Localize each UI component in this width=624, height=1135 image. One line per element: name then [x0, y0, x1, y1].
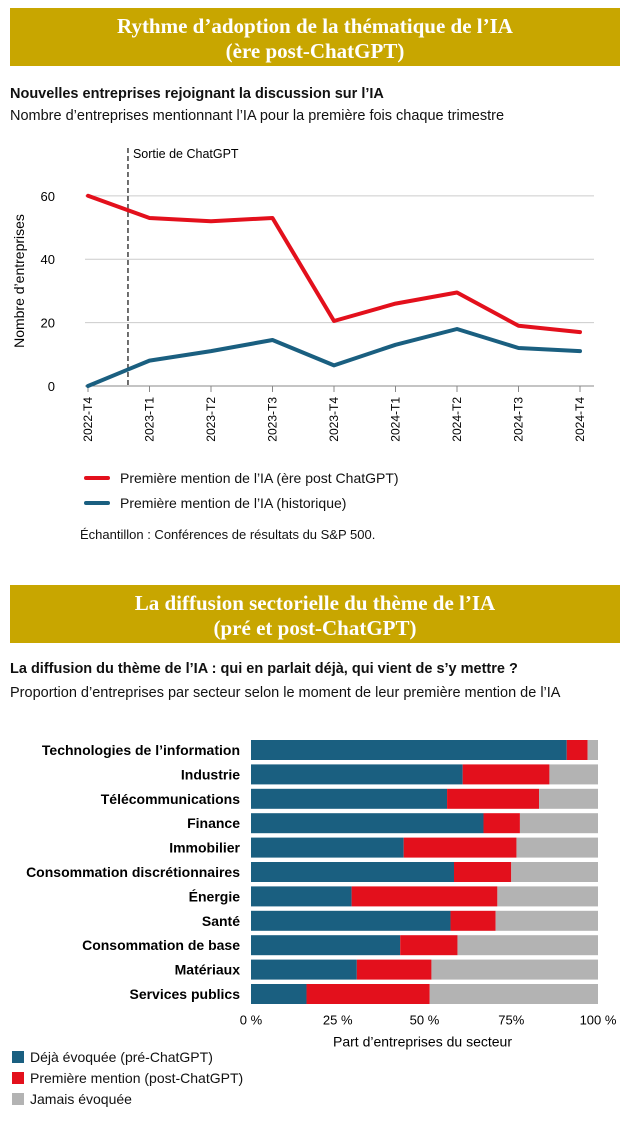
- bar-segment-3-0: [251, 813, 484, 834]
- bar-category-label-9: Matériaux: [175, 962, 241, 978]
- bar-category-label-3: Finance: [187, 815, 240, 831]
- x-tick-label-2023-T2: 2023-T2: [204, 397, 218, 442]
- bar-legend-swatch-0: [12, 1051, 24, 1063]
- series-line-0: [86, 193, 582, 335]
- bar-segment-9-2: [431, 959, 598, 980]
- x-tick-label-2024-T3: 2024-T3: [512, 397, 526, 442]
- bar-category-label-7: Santé: [202, 913, 240, 929]
- bar-segment-3-1: [483, 813, 520, 834]
- bar-segment-9-0: [251, 959, 357, 980]
- x-tick-label-2024-T4: 2024-T4: [573, 397, 587, 442]
- bar-x-tick-label-1: 25 %: [323, 1012, 353, 1027]
- x-tick-label-2023-T3: 2023-T3: [266, 397, 280, 442]
- x-tick-label-2023-T1: 2023-T1: [143, 397, 157, 442]
- section1-banner: Rythme d’adoption de la thématique de l’…: [10, 8, 620, 66]
- bar-category-label-8: Consommation de base: [82, 937, 240, 953]
- bar-segment-0-1: [566, 740, 588, 760]
- bar-segment-7-2: [495, 910, 598, 931]
- y-axis-label: Nombre d’entreprises: [11, 214, 27, 348]
- line-chart-subtitle: Nombre d’entreprises mentionnant l’IA po…: [10, 108, 505, 124]
- legend-swatch-blue: [84, 501, 110, 505]
- line-chart-title: Nouvelles entreprises rejoignant la disc…: [10, 86, 384, 102]
- bar-legend-label-0: Déjà évoquée (pré-ChatGPT): [30, 1049, 213, 1065]
- bar-segment-4-2: [516, 837, 598, 858]
- bar-legend-item-0: Déjà évoquée (pré-ChatGPT): [12, 1049, 213, 1065]
- legend-item-blue: Première mention de l’IA (historique): [84, 495, 346, 511]
- sample-note: Échantillon : Conférences de résultats d…: [80, 527, 376, 542]
- bar-category-label-10: Services publics: [129, 986, 240, 1002]
- bar-segment-10-1: [306, 984, 430, 1004]
- legend-label-red: Première mention de l’IA (ère post ChatG…: [120, 470, 399, 486]
- x-tick-label-2023-T4: 2023-T4: [327, 397, 341, 442]
- bar-x-tick-label-4: 100 %: [580, 1012, 617, 1027]
- bar-x-tick-label-0: 0 %: [240, 1012, 263, 1027]
- bar-segment-8-2: [457, 935, 598, 956]
- chatgpt-release-label: Sortie de ChatGPT: [133, 147, 239, 161]
- bar-x-axis-label: Part d’entreprises du secteur: [333, 1033, 512, 1049]
- bar-x-tick-label-2: 50 %: [410, 1012, 440, 1027]
- bar-segment-5-1: [453, 862, 512, 882]
- bar-legend-item-2: Jamais évoquée: [12, 1091, 132, 1107]
- y-tick-label-40: 40: [41, 252, 55, 267]
- bar-segment-0-0: [251, 740, 567, 760]
- legend-item-red: Première mention de l’IA (ère post ChatG…: [84, 470, 399, 486]
- bar-segment-2-2: [539, 788, 598, 809]
- y-tick-label-0: 0: [48, 379, 55, 394]
- bar-segment-7-0: [251, 910, 451, 931]
- bar-chart-title: La diffusion du thème de l’IA : qui en p…: [10, 661, 518, 677]
- bar-segment-3-2: [519, 813, 598, 834]
- bar-category-label-6: Énergie: [189, 888, 241, 904]
- x-tick-label-2024-T2: 2024-T2: [450, 397, 464, 442]
- y-tick-label-20: 20: [41, 316, 55, 331]
- bar-legend-swatch-1: [12, 1072, 24, 1084]
- bar-segment-2-0: [251, 788, 448, 809]
- bar-legend-label-2: Jamais évoquée: [30, 1091, 132, 1107]
- y-tick-label-60: 60: [41, 189, 55, 204]
- bar-segment-1-0: [251, 764, 463, 785]
- bar-category-label-1: Industrie: [181, 766, 240, 782]
- bar-category-label-0: Technologies de l’information: [42, 742, 240, 758]
- bar-segment-8-0: [251, 935, 401, 956]
- x-tick-label-2024-T1: 2024-T1: [389, 397, 403, 442]
- bar-segment-5-0: [251, 862, 454, 882]
- bar-category-label-4: Immobilier: [169, 840, 240, 856]
- legend-label-blue: Première mention de l’IA (historique): [120, 495, 347, 511]
- bar-segment-4-1: [403, 837, 517, 858]
- bar-segment-10-0: [251, 984, 307, 1004]
- bar-segment-1-1: [462, 764, 550, 785]
- bar-chart: Technologies de l’information Industrie Té…: [26, 740, 617, 1049]
- section2-banner: La diffusion sectorielle du thème de l’I…: [10, 585, 620, 643]
- x-tick-label-2022-T4: 2022-T4: [81, 397, 95, 442]
- bar-segment-2-1: [447, 788, 540, 809]
- bar-segment-10-2: [429, 984, 598, 1004]
- section1-banner-line1: Rythme d’adoption de la thématique de l’…: [117, 14, 513, 38]
- bar-x-tick-label-3: 75%: [498, 1012, 524, 1027]
- line-chart: 0 20 40 60 Nombre d’entreprises 2022-T4 2023-T…: [11, 147, 594, 442]
- bar-segment-1-2: [549, 764, 598, 785]
- bar-legend-item-1: Première mention (post-ChatGPT): [12, 1070, 243, 1086]
- bar-category-label-5: Consommation discrétionnaires: [26, 864, 240, 880]
- section1-banner-line2: (ère post-ChatGPT): [225, 39, 405, 63]
- bar-segment-8-1: [400, 935, 458, 956]
- bar-segment-6-1: [351, 886, 498, 907]
- legend-swatch-red: [84, 476, 110, 480]
- bar-segment-6-2: [497, 886, 598, 907]
- bar-segment-4-0: [251, 837, 404, 858]
- bar-chart-subtitle: Proportion d’entreprises par secteur sel…: [10, 685, 561, 701]
- section2-banner-line1: La diffusion sectorielle du thème de l’I…: [134, 591, 496, 615]
- section2-banner-line2: (pré et post-ChatGPT): [213, 616, 417, 640]
- bar-segment-9-1: [356, 959, 432, 980]
- bar-segment-6-0: [251, 886, 352, 907]
- bar-category-label-2: Télécommunications: [101, 791, 240, 807]
- bar-legend-label-1: Première mention (post-ChatGPT): [30, 1070, 244, 1086]
- series-line-1: [86, 327, 582, 388]
- bar-segment-5-2: [511, 862, 598, 882]
- bar-segment-0-2: [587, 740, 598, 760]
- bar-legend-swatch-2: [12, 1093, 24, 1105]
- bar-segment-7-1: [450, 910, 496, 931]
